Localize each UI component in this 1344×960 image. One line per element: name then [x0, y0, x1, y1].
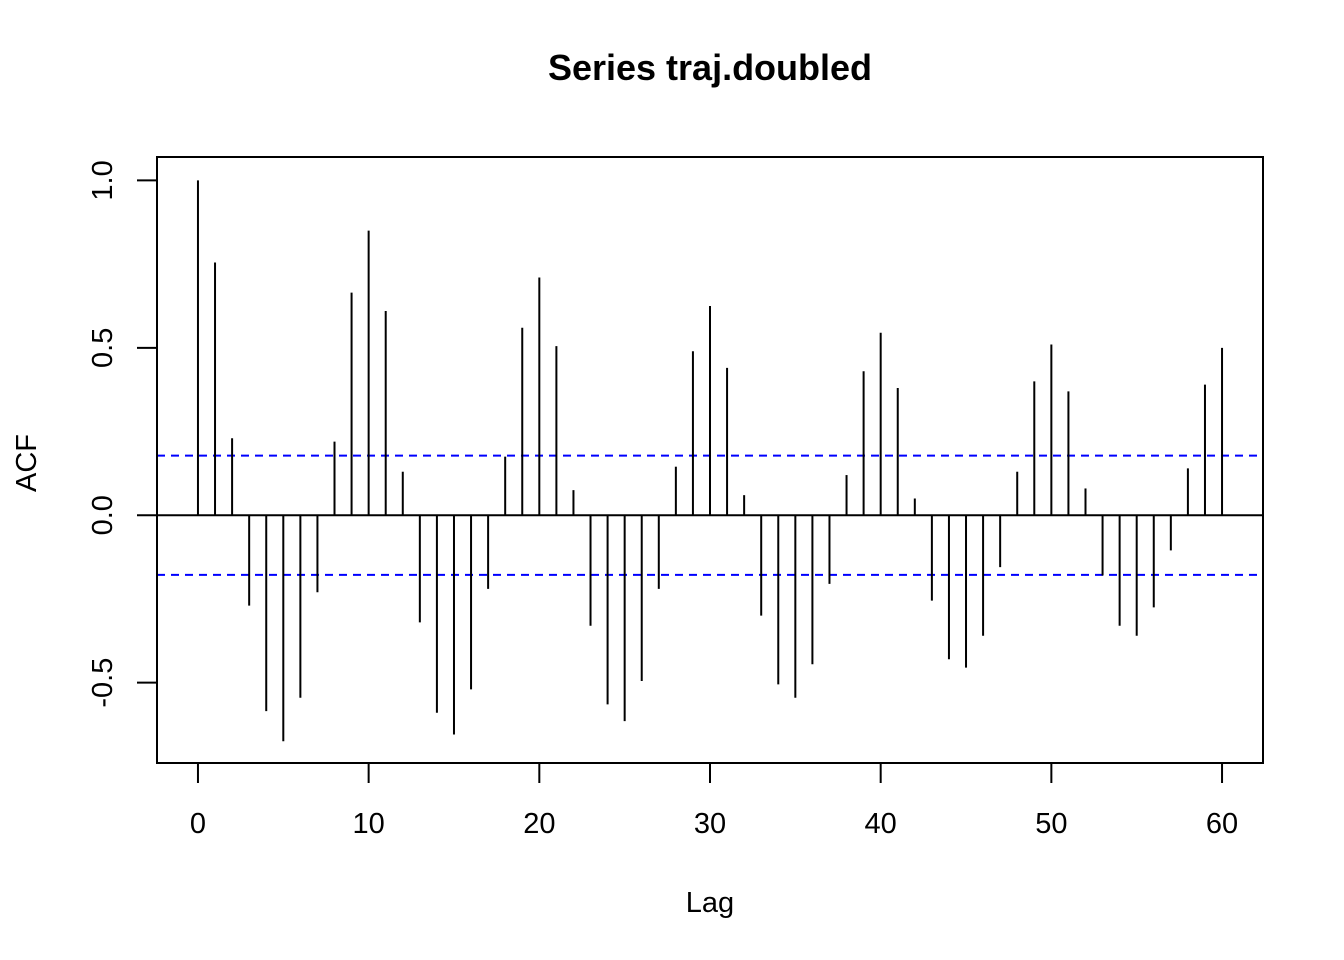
y-axis-label: ACF: [11, 434, 43, 492]
y-tick-label: 1.0: [87, 160, 119, 200]
x-tick-label: 40: [865, 808, 897, 840]
plot-area: [156, 156, 1264, 764]
x-tick-label: 0: [190, 808, 206, 840]
y-tick-label: 0.0: [87, 495, 119, 535]
x-tick-label: 60: [1206, 808, 1238, 840]
x-tick-label: 30: [694, 808, 726, 840]
x-axis: 0 10 20 30 40 50 60: [190, 762, 1238, 840]
chart-title: Series traj.doubled: [548, 47, 872, 88]
y-tick-label: 0.5: [87, 328, 119, 368]
x-axis-label: Lag: [686, 887, 734, 919]
y-tick-label: -0.5: [87, 658, 119, 708]
x-tick-label: 20: [523, 808, 555, 840]
y-axis: -0.5 0.0 0.5 1.0: [87, 160, 158, 708]
x-tick-label: 50: [1035, 808, 1067, 840]
x-tick-label: 10: [353, 808, 385, 840]
